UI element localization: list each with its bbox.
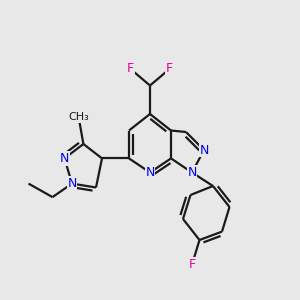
Text: N: N — [187, 166, 197, 179]
Text: N: N — [60, 152, 69, 165]
Text: F: F — [166, 62, 173, 76]
Text: N: N — [145, 166, 155, 179]
Text: F: F — [188, 258, 196, 271]
Text: CH₃: CH₃ — [68, 112, 89, 122]
Text: N: N — [67, 177, 77, 190]
Text: F: F — [127, 62, 134, 76]
Text: N: N — [199, 143, 209, 157]
